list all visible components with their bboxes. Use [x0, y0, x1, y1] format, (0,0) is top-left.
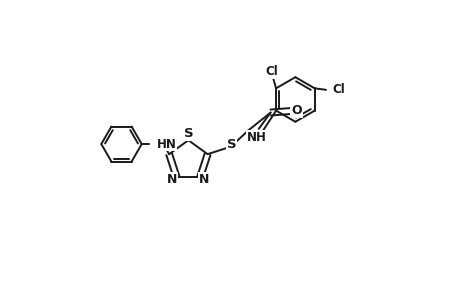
- Text: N: N: [167, 172, 177, 186]
- Text: S: S: [226, 138, 235, 151]
- Text: Cl: Cl: [265, 65, 277, 78]
- Text: Cl: Cl: [332, 83, 345, 96]
- Text: HN: HN: [156, 138, 176, 151]
- Text: NH: NH: [246, 131, 266, 144]
- Text: S: S: [184, 127, 194, 140]
- Text: N: N: [199, 172, 209, 186]
- Text: O: O: [291, 104, 301, 117]
